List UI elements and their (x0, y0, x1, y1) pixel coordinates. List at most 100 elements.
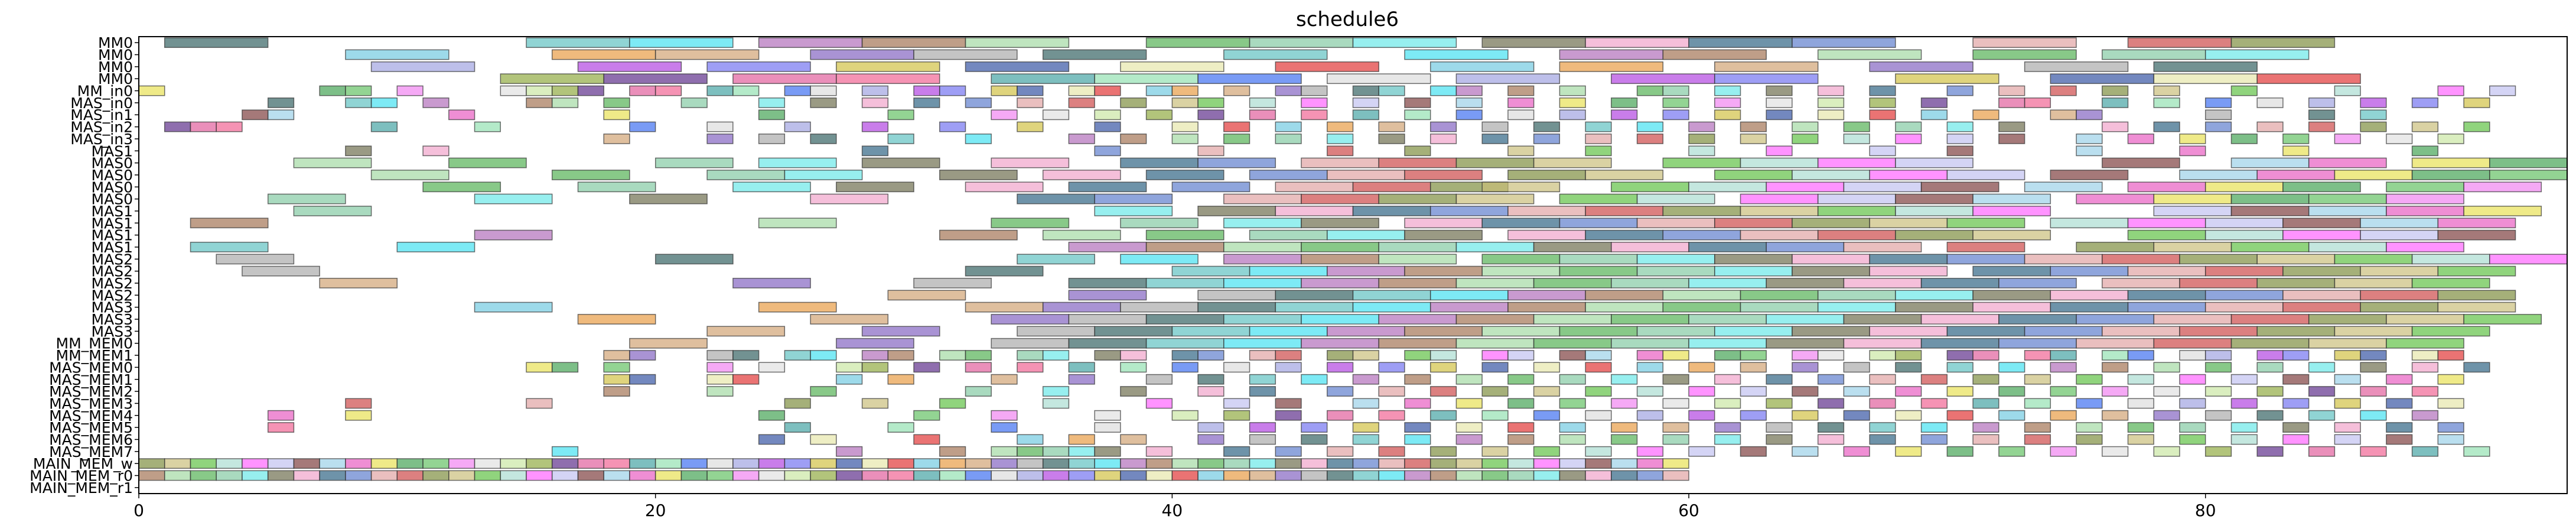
gantt-bar (2230, 37, 2336, 48)
gantt-bar (2102, 350, 2129, 361)
gantt-bar (1429, 121, 1457, 132)
gantt-bar (474, 193, 553, 205)
gantt-bar (1042, 386, 1070, 397)
gantt-bar (2230, 338, 2310, 349)
gantt-bar (551, 362, 579, 373)
gantt-bar (1792, 121, 1819, 132)
gantt-bar (1662, 398, 1689, 409)
gantt-bar (810, 386, 837, 397)
gantt-bar (474, 301, 553, 313)
gantt-bar (1171, 181, 1250, 193)
gantt-bar (2360, 97, 2387, 108)
gantt-bar (1249, 326, 1328, 337)
gantt-bar (1352, 290, 1431, 301)
gantt-bar (2127, 133, 2154, 144)
gantt-bar (190, 121, 217, 132)
gantt-bar (1327, 446, 1354, 457)
gantt-bar (1585, 410, 1612, 421)
gantt-bar (2050, 446, 2077, 457)
gantt-bar (1068, 242, 1147, 252)
gantt-bar (448, 109, 476, 121)
gantt-bar (1301, 85, 1328, 96)
y-tick-label: MAS_MEM7 (49, 443, 133, 460)
gantt-bar (1507, 97, 1535, 108)
gantt-bar (1120, 157, 1199, 168)
gantt-bar (939, 229, 1018, 241)
gantt-bar (293, 458, 320, 469)
gantt-bar (2334, 398, 2361, 409)
gantt-bar (1017, 254, 1095, 265)
gantt-bar (1068, 374, 1095, 385)
y-tick-label: MAS_MEM0 (49, 359, 133, 376)
gantt-bar (1094, 410, 1121, 421)
gantt-bar (1792, 265, 1870, 277)
gantt-bar (2360, 229, 2439, 241)
gantt-bar (1998, 410, 2025, 421)
gantt-bar (1998, 362, 2025, 373)
gantt-bar (1817, 350, 1845, 361)
gantt-bar (1792, 37, 1896, 48)
gantt-bar (1455, 314, 1535, 325)
gantt-bar (1559, 350, 1586, 361)
gantt-bar (2308, 109, 2336, 121)
gantt-bar (370, 97, 398, 108)
gantt-bar (1120, 434, 1147, 445)
gantt-bar (706, 61, 811, 72)
gantt-bar (2153, 362, 2180, 373)
gantt-bar (1145, 37, 1250, 48)
gantt-bar (551, 97, 579, 108)
gantt-bar (1869, 265, 1948, 277)
gantt-bar (474, 470, 501, 481)
gantt-bar (1688, 145, 1715, 157)
gantt-bar (1404, 265, 1483, 277)
gantt-bar (2204, 109, 2232, 121)
gantt-bar (603, 133, 630, 144)
gantt-bar (758, 458, 786, 469)
gantt-bar (2489, 170, 2568, 180)
gantt-bar (2334, 133, 2361, 144)
gantt-bar (577, 85, 604, 96)
gantt-bar (526, 97, 553, 108)
gantt-bar (1507, 434, 1535, 445)
gantt-bar (706, 362, 734, 373)
gantt-bar (1378, 410, 1405, 421)
gantt-bar (1301, 458, 1328, 469)
gantt-bar (2230, 422, 2258, 433)
gantt-bar (2308, 362, 2336, 373)
gantt-bar (1378, 193, 1457, 205)
gantt-bar (1068, 181, 1147, 193)
gantt-bar (2230, 133, 2258, 144)
gantt-bar (370, 61, 476, 72)
gantt-bar (1455, 398, 1483, 409)
gantt-bar (1171, 350, 1199, 361)
gantt-bar (887, 350, 914, 361)
gantt-bar (1017, 85, 1044, 96)
gantt-bar (2153, 121, 2180, 132)
gantt-bar (758, 410, 786, 421)
gantt-bar (1740, 193, 1819, 205)
gantt-bar (1455, 242, 1535, 252)
gantt-bar (2024, 422, 2051, 433)
y-tick-label: MAIN_MEM_r1 (30, 479, 133, 497)
gantt-bar (1843, 278, 1922, 288)
gantt-bar (1352, 109, 1379, 121)
y-tick-label: MAS_MEM2 (49, 383, 133, 400)
gantt-bar (603, 109, 630, 121)
gantt-bar (758, 133, 786, 144)
gantt-bar (1223, 338, 1302, 349)
gantt-bar (2282, 218, 2361, 229)
y-tick-label: MAS2 (92, 275, 133, 292)
gantt-bar (1792, 218, 1870, 229)
gantt-bar (551, 49, 656, 60)
gantt-bar (1429, 350, 1457, 361)
gantt-bar (500, 85, 527, 96)
gantt-bar (1197, 145, 1225, 157)
gantt-bar (680, 470, 708, 481)
gantt-bar (603, 73, 708, 85)
gantt-bar (370, 121, 398, 132)
gantt-bar (2127, 218, 2206, 229)
y-tick-label: MAS2 (92, 263, 133, 280)
gantt-bar (1662, 290, 1741, 301)
gantt-bar (1197, 374, 1225, 385)
gantt-bar (1895, 386, 1922, 397)
